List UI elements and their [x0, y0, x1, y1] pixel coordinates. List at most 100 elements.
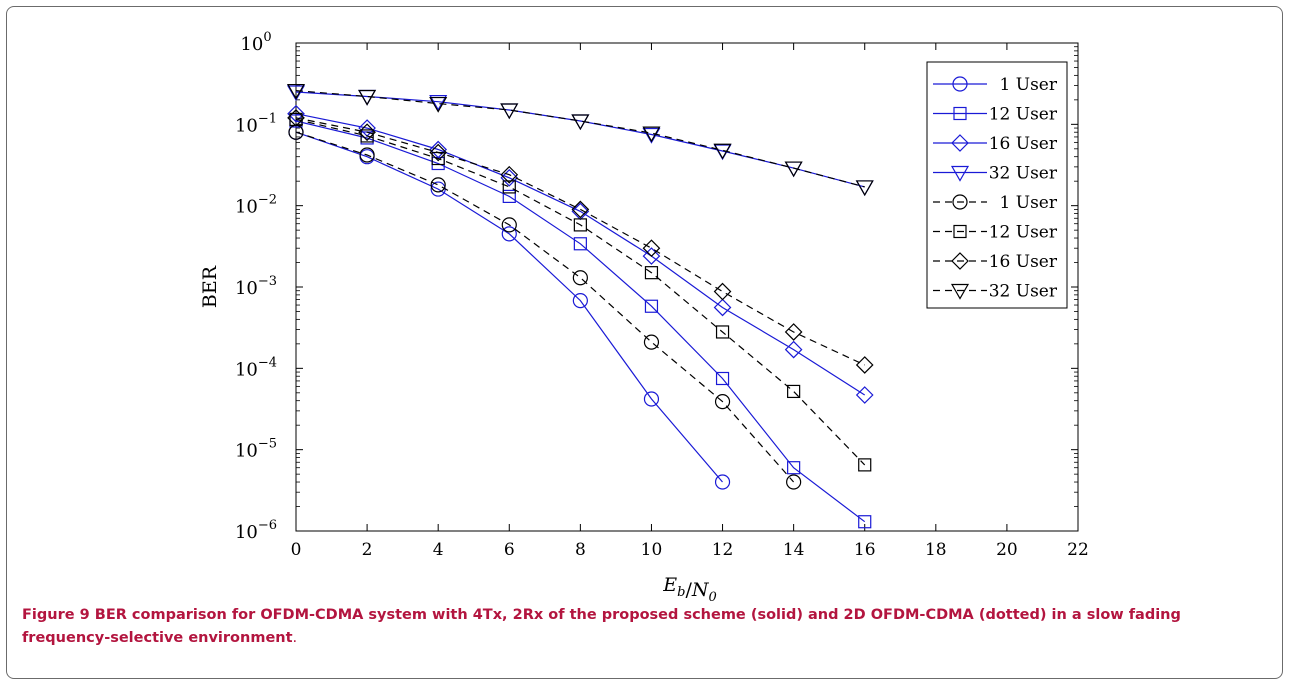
- x-tick-label: 22: [1067, 540, 1089, 560]
- data-point: [855, 356, 874, 374]
- caption-period: .: [292, 630, 298, 646]
- legend-box: [926, 61, 1068, 309]
- series-line: [295, 120, 866, 523]
- legend-marker: [953, 106, 967, 121]
- legend-marker: [950, 165, 970, 182]
- data-point: [500, 165, 519, 184]
- x-tick-label: 10: [641, 540, 663, 560]
- data-point: [573, 237, 587, 251]
- legend-label: 16 User: [989, 252, 1058, 272]
- data-point: [287, 104, 305, 123]
- axis-ticks: [295, 42, 1079, 532]
- y-tick-label: 10−1: [235, 111, 277, 136]
- legend-label: 1 User: [1000, 193, 1058, 213]
- legend-label: 16 User: [989, 134, 1058, 154]
- data-point: [855, 386, 874, 404]
- data-point: [643, 334, 660, 350]
- x-axis-label: Eb/N0: [662, 574, 717, 605]
- data-point: [501, 226, 517, 242]
- data-point: [286, 85, 306, 102]
- series-solid-12-user: [289, 114, 872, 529]
- y-tick-label: 10−2: [235, 193, 277, 218]
- series-line: [295, 91, 865, 188]
- data-point: [713, 298, 732, 317]
- data-point: [500, 168, 519, 187]
- legend-entry: 16 User: [933, 252, 1058, 272]
- data-point: [287, 109, 305, 127]
- data-point: [855, 180, 874, 197]
- legend-label: 32 User: [989, 282, 1058, 302]
- series-dashed-32-user: [286, 83, 874, 197]
- legend-marker: [951, 134, 969, 152]
- data-point: [713, 143, 732, 160]
- x-tick-label: 12: [712, 540, 734, 560]
- series-dashed-1-user: [288, 124, 802, 490]
- data-point: [358, 123, 376, 142]
- data-point: [358, 89, 377, 106]
- x-tick-label: 6: [504, 540, 515, 560]
- x-tick-label: 20: [996, 540, 1018, 560]
- data-point: [855, 180, 874, 197]
- data-point: [572, 293, 588, 309]
- data-point: [784, 161, 803, 178]
- series-solid-16-user: [287, 104, 874, 404]
- data-point: [714, 393, 731, 410]
- data-point: [714, 474, 731, 490]
- data-point: [430, 177, 446, 193]
- series-line: [295, 118, 866, 466]
- data-point: [858, 458, 872, 472]
- caption-text: BER comparison for OFDM-CDMA system with…: [22, 607, 1181, 646]
- legend-entry: 32 User: [933, 164, 1058, 184]
- ber-chart: 0 2 4 6 8 10 12 14 16 18 20 22 10010−110−210−310−41…: [199, 30, 1089, 605]
- x-tick-label: 18: [925, 540, 947, 560]
- data-point: [858, 515, 872, 529]
- x-tick-label: 4: [433, 540, 444, 560]
- legend-label: 32 User: [989, 164, 1058, 184]
- legend-marker: [953, 224, 967, 239]
- caption-label: Figure 9: [22, 607, 90, 623]
- data-point: [644, 299, 659, 313]
- data-point: [786, 474, 802, 490]
- figure-caption: Figure 9 BER comparison for OFDM-CDMA sy…: [22, 604, 1274, 650]
- data-point: [715, 371, 730, 386]
- data-point: [787, 461, 801, 475]
- data-point: [429, 96, 448, 113]
- series-line: [295, 131, 723, 483]
- y-tick-labels: 100 10−1 10−2 10−3 10−4 10−5 10−6: [235, 30, 277, 543]
- legend-entry: 12 User: [933, 105, 1058, 125]
- y-tick-label: 10−4: [235, 355, 277, 380]
- data-point: [643, 391, 660, 407]
- x-tick-label: 8: [575, 540, 586, 560]
- legend-entry: 1 User: [933, 75, 1058, 95]
- y-tick-label: 10−5: [235, 437, 277, 462]
- series-line: [295, 117, 865, 366]
- y-axis-label: BER: [199, 265, 221, 308]
- data-point: [502, 180, 516, 194]
- legend-entry: 12 User: [933, 223, 1058, 243]
- data-point: [715, 325, 730, 339]
- legend-entry: 16 User: [933, 134, 1058, 154]
- data-point: [286, 83, 306, 100]
- x-tick-labels: 0 2 4 6 8 10 12 14 16 18 20 22: [291, 540, 1089, 560]
- x-tick-label: 0: [291, 540, 302, 560]
- data-point: [642, 126, 661, 143]
- legend: 1 User 12 User 16 User 32 User 1 User 12 User…: [926, 61, 1068, 309]
- series-dashed-16-user: [287, 109, 874, 374]
- y-tick-label: 10−3: [235, 274, 277, 299]
- x-tick-label: 2: [362, 540, 373, 560]
- data-point: [571, 114, 590, 131]
- data-point: [501, 217, 517, 233]
- legend-marker: [952, 194, 968, 210]
- series-layer: [286, 83, 874, 529]
- legend-marker: [951, 252, 969, 270]
- legend-label: 12 User: [989, 105, 1058, 125]
- x-tick-label: 14: [783, 540, 805, 560]
- legend-label: 1 User: [1000, 75, 1058, 95]
- data-point: [429, 143, 448, 162]
- data-point: [784, 323, 803, 341]
- data-point: [644, 266, 659, 280]
- series-line: [295, 90, 865, 188]
- series-line: [295, 131, 795, 483]
- series-solid-1-user: [288, 124, 731, 490]
- data-point: [571, 200, 590, 219]
